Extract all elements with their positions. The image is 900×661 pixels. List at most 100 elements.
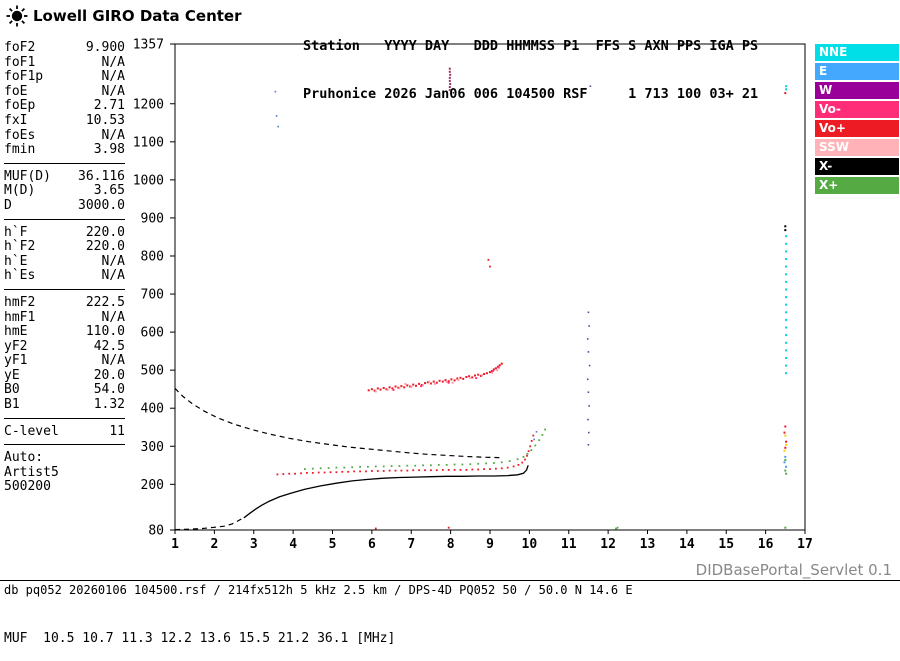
- y-axis: 80 200 300 400 500 600 700 800 900 1000 1100 1200 13…: [133, 38, 175, 539]
- servlet-version-label: DIDBasePortal_Servlet 0.1: [695, 561, 892, 579]
- param-label: foF1: [4, 54, 36, 70]
- param-row-hmf2: hmF2 222.5: [4, 294, 125, 311]
- param-row-hmf1: hmF1 N/A: [4, 309, 125, 326]
- param-label: D: [4, 197, 12, 213]
- param-row-fmin: fmin 3.98: [4, 143, 125, 158]
- param-label: yF2: [4, 338, 28, 354]
- auto-program: Artist5: [4, 464, 59, 480]
- svg-text:3: 3: [250, 537, 258, 552]
- param-value: 1.32: [93, 397, 125, 413]
- param-value: 42.5: [93, 338, 125, 354]
- param-value: 3000.0: [78, 197, 125, 213]
- series-stray-blue: [274, 90, 538, 441]
- param-value: N/A: [101, 253, 125, 269]
- svg-text:400: 400: [141, 402, 164, 417]
- d-muf-table: D 100 200 400 600 800 1000 1500 3000 [km…: [4, 556, 395, 661]
- svg-text:1100: 1100: [133, 135, 164, 150]
- param-row-hme: hmE 110.0: [4, 324, 125, 340]
- muf-row: MUF 10.5 10.7 11.3 12.2 13.6 15.5 21.2 3…: [4, 631, 396, 646]
- legend-item-nne: NNE: [815, 44, 899, 61]
- param-value: N/A: [101, 127, 125, 143]
- svg-text:8: 8: [447, 537, 455, 552]
- param-label: foEs: [4, 127, 36, 143]
- legend-item-e: E: [815, 63, 899, 80]
- svg-text:1: 1: [171, 537, 179, 552]
- param-value: 36.116: [78, 168, 125, 184]
- legend-item-vo-minus: Vo-: [815, 101, 899, 118]
- param-value: 11: [109, 423, 125, 439]
- logo-text: Lowell GIRO Data Center: [33, 7, 242, 25]
- param-label: foF2: [4, 40, 36, 55]
- svg-text:200: 200: [141, 478, 164, 493]
- param-label: M(D): [4, 183, 36, 199]
- svg-text:800: 800: [141, 249, 164, 264]
- param-label: yF1: [4, 353, 28, 369]
- svg-text:500: 500: [141, 364, 164, 379]
- status-bar: db pq052 20260106 104500.rsf / 214fx512h…: [0, 580, 900, 600]
- param-row-foep: foEp 2.71: [4, 99, 125, 114]
- legend-item-x-minus: X-: [815, 158, 899, 175]
- param-row-foes: foEs N/A: [4, 127, 125, 144]
- param-row-hf: h`F 220.0: [4, 224, 125, 241]
- series-second-hop-red: [367, 362, 503, 392]
- svg-text:1357: 1357: [133, 38, 164, 53]
- param-label: foE: [4, 83, 28, 99]
- series-o-trace-solid: [243, 465, 529, 519]
- param-row-yf1: yF1 N/A: [4, 354, 125, 369]
- param-value: N/A: [101, 83, 125, 99]
- series-stray-red: [374, 258, 491, 530]
- legend-item-x-plus: X+: [815, 177, 899, 194]
- legend-item-vo-plus: Vo+: [815, 120, 899, 137]
- param-label: hmF2: [4, 294, 36, 310]
- param-row-d: D 3000.0: [4, 197, 125, 214]
- series-profile-dashed-lower: [174, 517, 243, 531]
- param-row-fof2: foF2 9.900: [4, 40, 125, 56]
- svg-text:300: 300: [141, 440, 164, 455]
- svg-text:17: 17: [797, 537, 812, 552]
- station-header: Station YYYY DAY DDD HHMMSS P1 FFS S AXN…: [303, 6, 758, 118]
- svg-text:80: 80: [148, 524, 164, 539]
- svg-text:900: 900: [141, 211, 164, 226]
- svg-text:6: 6: [368, 537, 376, 552]
- param-label: yE: [4, 367, 20, 383]
- param-row-fof1: foF1 N/A: [4, 54, 125, 71]
- param-row-mufd: MUF(D) 36.116: [4, 168, 125, 185]
- param-label: B0: [4, 382, 20, 398]
- parameters-panel: foF2 9.900 foF1 N/A foF1p N/A foE N/A foEp 2.71 fx…: [4, 40, 125, 495]
- auto-scaler-block: Auto: Artist5 500200: [4, 450, 125, 495]
- param-group: C-level 11: [4, 424, 125, 446]
- svg-text:16: 16: [758, 537, 774, 552]
- series-f-trace-red-dots: [276, 434, 535, 476]
- param-value: 220.0: [85, 224, 125, 240]
- param-value: 9.900: [85, 40, 125, 55]
- param-row-b0: B0 54.0: [4, 383, 125, 398]
- svg-text:7: 7: [407, 537, 415, 552]
- param-value: N/A: [101, 54, 125, 70]
- series-rfi-11-5-column: [586, 85, 592, 446]
- param-value: 222.5: [85, 294, 125, 310]
- param-value: 20.0: [93, 367, 125, 383]
- param-value: 3.98: [93, 142, 125, 158]
- param-row-hes: h`Es N/A: [4, 269, 125, 284]
- svg-text:700: 700: [141, 288, 164, 303]
- param-label: B1: [4, 397, 20, 413]
- svg-text:12: 12: [600, 537, 616, 552]
- auto-version: 500200: [4, 479, 51, 495]
- station-header-values: Pruhonice 2026 Jan06 006 104500 RSF 1 71…: [303, 86, 759, 102]
- param-value: N/A: [101, 353, 125, 369]
- svg-text:13: 13: [640, 537, 656, 552]
- param-groups: foF2 9.900 foF1 N/A foF1p N/A foE N/A foEp 2.71 fx…: [4, 40, 125, 446]
- param-row-fxi: fxI 10.53: [4, 113, 125, 129]
- series-rfi-16-5-green: [784, 459, 788, 529]
- sun-logo-icon: [6, 5, 28, 27]
- lowell-giro-logo: Lowell GIRO Data Center: [6, 5, 242, 27]
- param-label: hmE: [4, 324, 28, 340]
- param-label: MUF(D): [4, 168, 51, 184]
- legend-item-w: W: [815, 82, 899, 99]
- param-value: N/A: [101, 309, 125, 325]
- svg-text:10: 10: [522, 537, 538, 552]
- svg-text:2: 2: [210, 537, 218, 552]
- svg-text:5: 5: [329, 537, 337, 552]
- ionogram-plot: 1 2 3 4 5 6 7 8 9 10 11 12 13 14 15 16 17802003004005006…: [133, 38, 812, 552]
- param-value: N/A: [101, 69, 125, 85]
